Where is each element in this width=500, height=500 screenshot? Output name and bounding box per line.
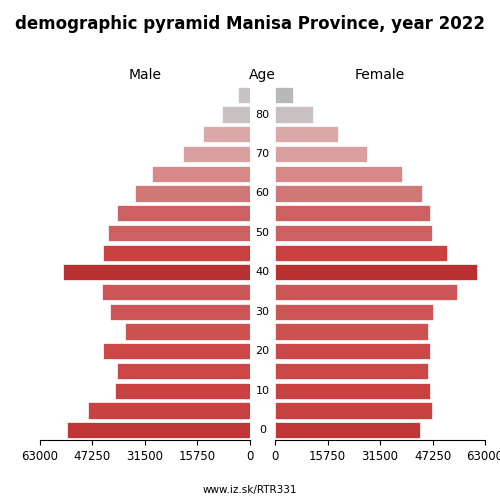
Bar	[238, 87, 250, 103]
Bar	[275, 166, 402, 182]
Bar	[152, 166, 250, 182]
Text: 70: 70	[256, 149, 270, 159]
Bar	[66, 422, 250, 438]
Bar	[110, 304, 250, 320]
Bar	[125, 324, 250, 340]
Text: 50: 50	[256, 228, 270, 238]
Bar	[104, 343, 250, 359]
Bar	[275, 205, 430, 222]
Text: 40: 40	[256, 268, 270, 278]
Bar	[275, 402, 432, 418]
Bar	[104, 244, 250, 260]
Text: 60: 60	[256, 188, 270, 198]
Title: Male: Male	[128, 68, 162, 82]
Bar	[102, 284, 250, 300]
Bar	[135, 186, 250, 202]
Text: 10: 10	[256, 386, 270, 396]
Text: 20: 20	[256, 346, 270, 356]
Bar	[116, 363, 250, 379]
Bar	[275, 244, 446, 260]
Bar	[204, 126, 250, 142]
Text: demographic pyramid Manisa Province, year 2022: demographic pyramid Manisa Province, yea…	[15, 15, 485, 33]
Bar	[275, 382, 430, 399]
Bar	[275, 146, 366, 162]
Bar	[275, 264, 476, 280]
Bar	[275, 324, 428, 340]
Bar	[64, 264, 250, 280]
Text: www.iz.sk/RTR331: www.iz.sk/RTR331	[203, 485, 297, 495]
Bar	[275, 87, 293, 103]
Bar	[275, 284, 456, 300]
Bar	[275, 343, 430, 359]
Bar	[184, 146, 250, 162]
Bar	[275, 304, 434, 320]
Text: 0: 0	[259, 425, 266, 435]
Bar	[275, 106, 314, 122]
Title: Age: Age	[249, 68, 276, 82]
Bar	[275, 225, 432, 241]
Bar	[108, 225, 250, 241]
Bar	[275, 126, 338, 142]
Bar	[275, 186, 422, 202]
Bar	[115, 382, 250, 399]
Bar	[88, 402, 250, 418]
Bar	[275, 422, 420, 438]
Bar	[275, 363, 428, 379]
Bar	[222, 106, 250, 122]
Bar	[116, 205, 250, 222]
Title: Female: Female	[355, 68, 405, 82]
Text: 80: 80	[256, 110, 270, 120]
Text: 30: 30	[256, 307, 270, 317]
